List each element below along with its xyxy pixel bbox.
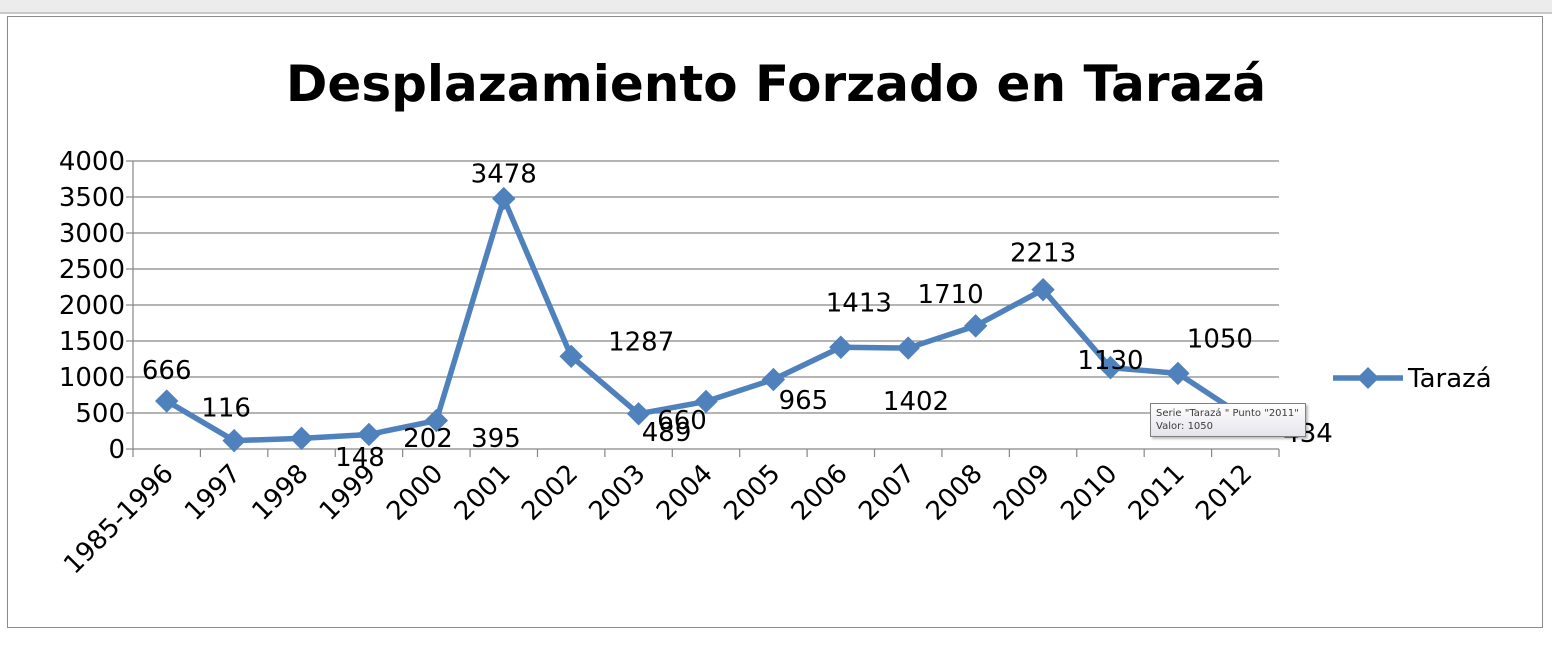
x-tick-label: 2003 [584, 459, 652, 527]
data-point-marker[interactable] [626, 402, 651, 426]
x-tick-label: 2008 [921, 459, 989, 527]
data-label: 202 [403, 424, 453, 454]
x-tick-label: 2009 [988, 459, 1056, 527]
data-label: 395 [471, 424, 521, 454]
data-point-marker[interactable] [1031, 277, 1055, 302]
data-point-marker[interactable] [357, 422, 381, 447]
x-tick-label: 2012 [1190, 459, 1258, 527]
y-tick-label: 2500 [59, 255, 125, 285]
tooltip-value: Valor: 1050 [1156, 421, 1214, 432]
data-point-marker[interactable] [896, 336, 920, 360]
data-point-marker[interactable] [1098, 355, 1123, 380]
data-label: 1413 [826, 288, 892, 318]
line-chart[interactable]: Desplazamiento Forzado en Tarazá 0 500 100… [8, 17, 1544, 629]
data-label: 666 [142, 356, 192, 386]
data-label: 1287 [608, 327, 674, 357]
data-label: 1402 [883, 387, 949, 417]
data-point-marker[interactable] [492, 186, 516, 211]
data-point-tooltip: Serie "Tarazá " Punto "2011" Valor: 1050 [1150, 403, 1306, 437]
x-tick-label: 2000 [381, 459, 449, 527]
data-label: 2213 [1010, 239, 1076, 269]
data-label: 1710 [918, 280, 984, 310]
data-point-marker[interactable] [424, 408, 449, 433]
data-point-marker[interactable] [761, 367, 786, 392]
data-label: 148 [335, 443, 385, 473]
data-point-marker[interactable] [289, 426, 314, 451]
data-point-marker[interactable] [559, 344, 583, 369]
data-point-marker[interactable] [154, 389, 179, 413]
data-point-marker[interactable] [1166, 361, 1190, 386]
y-tick-label: 500 [75, 399, 125, 429]
y-tick-label: 2000 [59, 291, 125, 321]
data-label: 1130 [1077, 346, 1143, 376]
x-tick-label: 2004 [651, 459, 719, 527]
x-tick-label: 2006 [786, 459, 854, 527]
x-tick-label: 2001 [449, 459, 517, 527]
chart-title: Desplazamiento Forzado en Tarazá [286, 55, 1266, 113]
x-tick-label: 2010 [1055, 459, 1123, 527]
data-point-marker[interactable] [694, 389, 718, 414]
legend-label: Tarazá [1407, 364, 1492, 394]
tooltip-series-point: Serie "Tarazá " Punto "2011" [1156, 408, 1299, 419]
y-tick-label: 0 [108, 435, 125, 465]
x-tick-label: 1985-1996 [58, 459, 179, 580]
data-label: 489 [642, 418, 692, 448]
y-tick-label: 4000 [59, 147, 125, 177]
x-tick-label: 2005 [718, 459, 786, 527]
x-tick-label: 2011 [1123, 459, 1191, 527]
y-tick-label: 1500 [59, 327, 125, 357]
data-label: 965 [779, 386, 829, 416]
data-point-marker[interactable] [829, 335, 853, 359]
data-point-marker[interactable] [222, 428, 246, 453]
data-label: 3478 [471, 160, 537, 190]
data-label: 660 [657, 406, 707, 436]
y-tick-label: 3500 [59, 183, 125, 213]
y-tick-label: 3000 [59, 219, 125, 249]
y-tick-label: 1000 [59, 363, 125, 393]
x-tick-label: 1998 [246, 459, 314, 527]
legend-marker [1357, 367, 1379, 389]
data-label: 1050 [1187, 324, 1253, 354]
x-tick-label: 1997 [179, 459, 247, 527]
x-tick-label: 2007 [853, 459, 921, 527]
x-tick-label: 2002 [516, 459, 584, 527]
chart-area[interactable]: Desplazamiento Forzado en Tarazá 0 500 100… [7, 16, 1543, 628]
data-point-marker[interactable] [963, 314, 988, 338]
window-top-band [0, 0, 1552, 14]
data-label: 116 [201, 394, 251, 424]
